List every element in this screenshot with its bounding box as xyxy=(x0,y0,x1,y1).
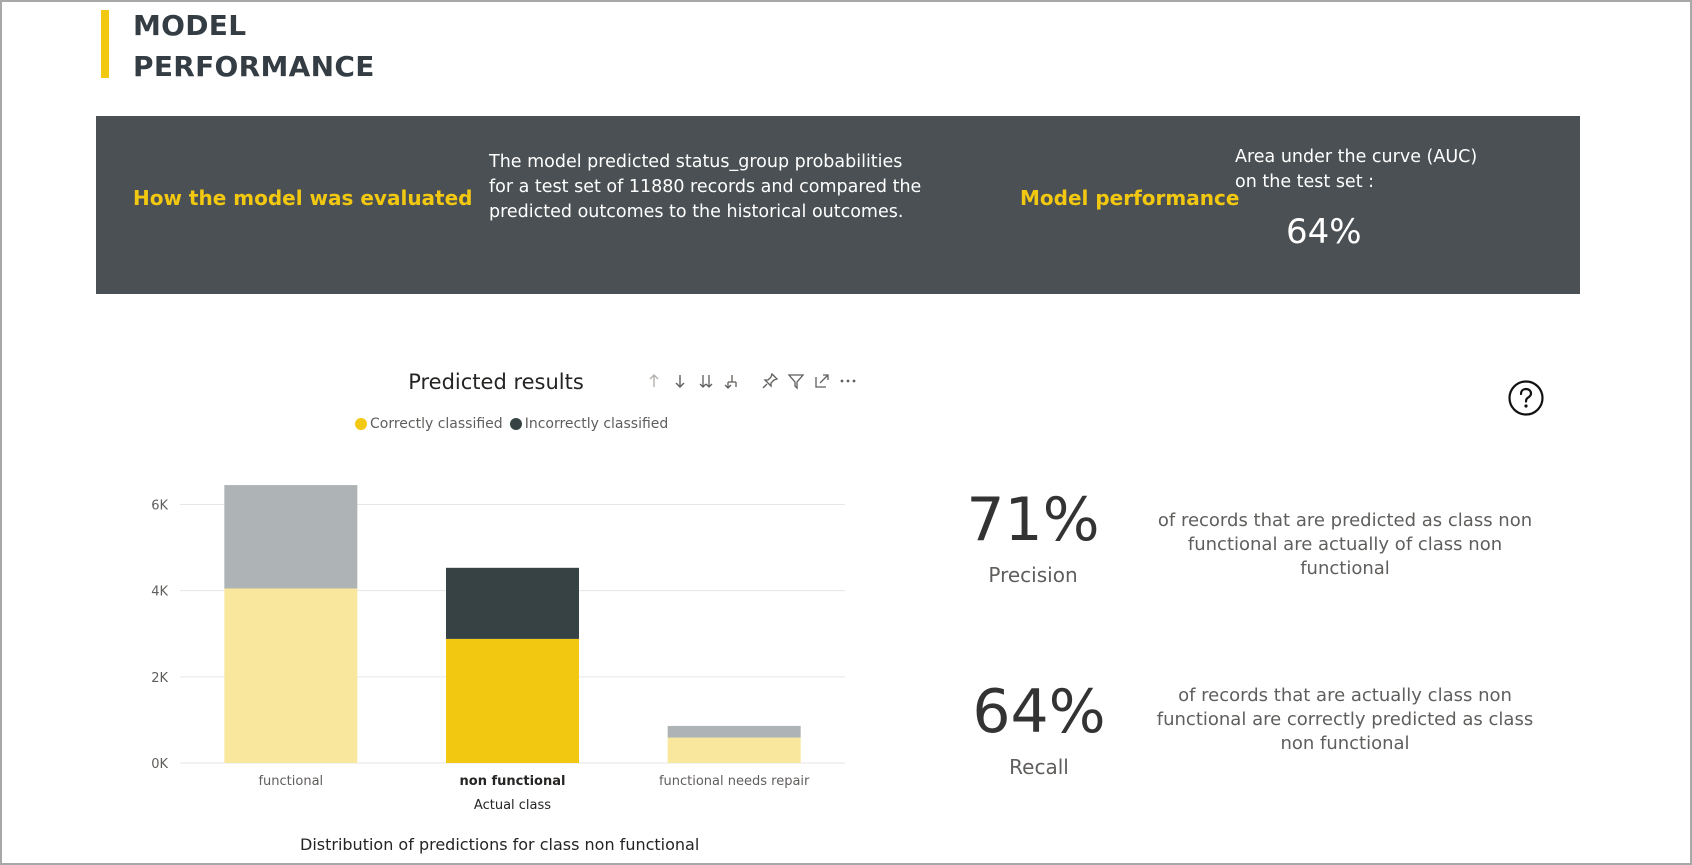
drill-down-icon[interactable] xyxy=(722,371,742,391)
legend-label: Correctly classified xyxy=(370,416,503,432)
x-tick-label: non functional xyxy=(460,774,566,789)
pin-icon[interactable] xyxy=(760,371,780,391)
recall-description-line: of records that are actually class non xyxy=(1178,685,1512,706)
y-tick-label: 6K xyxy=(151,498,168,513)
evaluation-text: The model predicted status_group probabi… xyxy=(489,150,921,225)
performance-heading: Model performance xyxy=(1020,186,1240,210)
precision-value: 71% xyxy=(966,485,1100,555)
legend-label: Incorrectly classified xyxy=(524,416,669,432)
x-tick-label: functional needs repair xyxy=(659,774,810,789)
auc-label-line: Area under the curve (AUC) xyxy=(1235,147,1478,167)
recall-value: 64% xyxy=(972,677,1106,747)
recall-description: of records that are actually class non f… xyxy=(1145,684,1545,756)
expand-all-icon[interactable] xyxy=(696,371,716,391)
sort-descending-icon[interactable] xyxy=(670,371,690,391)
bar-segment xyxy=(224,588,358,763)
chart-legend: Correctly classified Incorrectly classif… xyxy=(355,416,668,432)
auc-label: Area under the curve (AUC) on the test s… xyxy=(1235,145,1477,195)
recall-label: Recall xyxy=(1009,755,1069,779)
page-title: MODEL PERFORMANCE xyxy=(133,5,375,87)
legend-dot-correct xyxy=(355,418,367,430)
y-tick-label: 0K xyxy=(151,757,168,772)
y-tick-label: 4K xyxy=(151,585,168,600)
bar-segment xyxy=(667,737,801,763)
question-circle-icon[interactable] xyxy=(1508,380,1544,416)
evaluation-text-line: for a test set of 11880 records and comp… xyxy=(489,177,922,197)
bar-segment xyxy=(667,725,801,738)
legend-item[interactable]: Correctly classified xyxy=(355,416,503,432)
bar-segment xyxy=(224,485,358,589)
legend-item[interactable]: Incorrectly classified xyxy=(509,416,669,432)
recall-description-line: functional are correctly predicted as cl… xyxy=(1156,709,1534,730)
legend-dot-incorrect xyxy=(509,418,522,430)
evaluation-text-line: The model predicted status_group probabi… xyxy=(489,152,903,172)
page-title-line1: MODEL xyxy=(133,9,247,42)
title-accent-bar xyxy=(101,10,109,78)
x-axis-title: Actual class xyxy=(474,798,551,813)
page-title-line2: PERFORMANCE xyxy=(133,50,375,83)
x-tick-label: functional xyxy=(258,774,323,789)
evaluation-banner: How the model was evaluated The model pr… xyxy=(96,116,1580,294)
visual-header-toolbar xyxy=(644,370,858,392)
auc-value: 64% xyxy=(1286,212,1362,252)
precision-description: of records that are predicted as class n… xyxy=(1145,509,1545,581)
precision-label: Precision xyxy=(988,563,1078,587)
precision-description-line: of records that are predicted as class n… xyxy=(1157,510,1533,531)
chart-caption: Distribution of predictions for class no… xyxy=(300,835,700,854)
evaluation-text-line: predicted outcomes to the historical out… xyxy=(489,202,904,222)
more-options-icon[interactable] xyxy=(838,371,858,391)
bar-segment xyxy=(446,567,579,639)
focus-mode-icon[interactable] xyxy=(812,371,832,391)
filter-icon[interactable] xyxy=(786,371,806,391)
bar-segment xyxy=(446,638,579,763)
auc-label-line: on the test set : xyxy=(1235,172,1375,192)
stacked-bar-chart: 0K 2K 4K 6K functional non functional function… xyxy=(151,485,845,813)
y-tick-label: 2K xyxy=(151,671,168,686)
sort-ascending-icon[interactable] xyxy=(644,371,664,391)
evaluation-heading: How the model was evaluated xyxy=(133,186,473,210)
precision-description-line: functional are actually of class non fun… xyxy=(1187,534,1503,579)
recall-description-line: non functional xyxy=(1280,733,1410,754)
chart-title: Predicted results xyxy=(408,370,584,394)
